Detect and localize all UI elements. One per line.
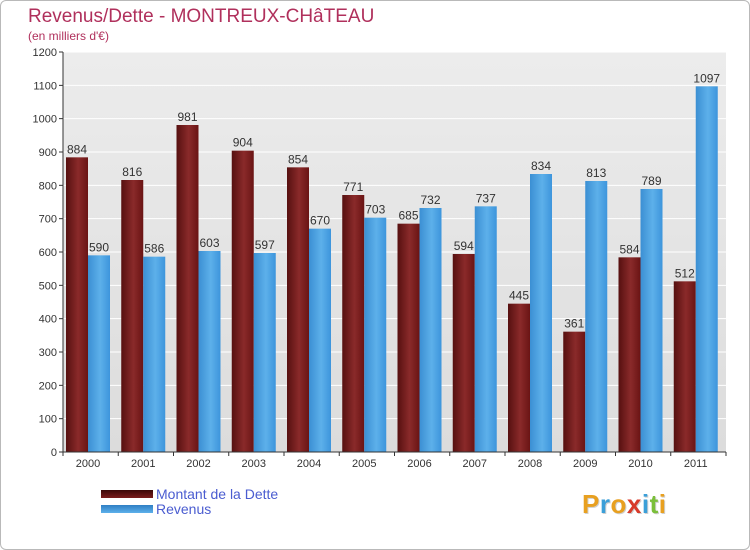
bar-dette	[176, 125, 199, 452]
bar-revenus	[585, 181, 608, 452]
legend-label-dette: Montant de la Dette	[156, 486, 279, 502]
data-label-revenus: 813	[586, 166, 606, 180]
data-label-revenus: 703	[365, 203, 385, 217]
proxiti-logo: Proxiti	[582, 489, 666, 520]
logo-letter: i	[658, 489, 667, 519]
logo-letter: x	[626, 489, 642, 519]
data-label-dette: 445	[509, 289, 529, 303]
data-label-dette: 854	[288, 152, 308, 166]
bar-dette	[342, 195, 365, 452]
bar-revenus	[309, 228, 331, 452]
data-label-dette: 584	[619, 242, 639, 256]
data-label-revenus: 597	[255, 238, 275, 252]
legend-swatch-revenus	[101, 505, 153, 513]
y-tick-label: 800	[39, 180, 57, 192]
y-tick-label: 1000	[33, 114, 57, 126]
bar-dette	[508, 303, 530, 452]
y-tick-label: 900	[39, 147, 57, 159]
x-tick-label: 2003	[242, 458, 266, 470]
data-label-dette: 904	[233, 136, 253, 150]
legend-label-revenus: Revenus	[156, 501, 212, 517]
x-tick-label: 2001	[131, 458, 155, 470]
data-label-dette: 594	[454, 239, 474, 253]
bar-revenus	[143, 256, 166, 452]
logo-letter: P	[582, 489, 600, 519]
data-label-dette: 771	[343, 180, 363, 194]
data-label-dette: 884	[67, 142, 87, 156]
bar-dette	[563, 331, 586, 452]
data-label-revenus: 586	[144, 242, 164, 256]
bar-revenus	[474, 206, 497, 452]
y-tick-label: 1100	[33, 80, 57, 92]
bar-revenus	[695, 86, 718, 452]
logo-letter: t	[649, 489, 659, 519]
x-tick-label: 2002	[186, 458, 210, 470]
y-tick-label: 1200	[33, 47, 57, 59]
x-tick-label: 2008	[518, 458, 542, 470]
legend-swatch-dette	[101, 490, 153, 498]
data-label-revenus: 590	[89, 240, 109, 254]
x-tick-label: 2004	[297, 458, 321, 470]
x-tick-label: 2006	[407, 458, 431, 470]
bar-dette	[121, 180, 144, 452]
data-label-dette: 685	[398, 209, 418, 223]
data-label-revenus: 737	[476, 191, 496, 205]
bar-dette	[231, 150, 254, 452]
data-label-revenus: 670	[310, 214, 330, 228]
x-tick-label: 2010	[628, 458, 652, 470]
y-tick-label: 300	[39, 347, 57, 359]
data-label-dette: 361	[564, 317, 584, 331]
y-tick-label: 600	[39, 247, 57, 259]
bar-revenus	[530, 174, 552, 452]
bar-dette	[66, 157, 88, 453]
bar-dette	[452, 254, 475, 452]
bar-dette	[397, 223, 420, 452]
x-tick-label: 2000	[76, 458, 100, 470]
data-label-revenus: 789	[641, 174, 661, 188]
bar-revenus	[640, 189, 663, 452]
bar-revenus	[253, 253, 276, 452]
bar-dette	[287, 167, 309, 453]
bar-revenus	[198, 251, 221, 452]
x-tick-label: 2009	[573, 458, 597, 470]
x-tick-label: 2011	[684, 458, 708, 470]
data-label-dette: 816	[122, 165, 142, 179]
data-label-revenus: 1097	[693, 71, 720, 85]
x-tick-label: 2007	[463, 458, 487, 470]
y-tick-label: 700	[39, 214, 57, 226]
logo-letter: r	[599, 489, 611, 519]
data-label-revenus: 834	[531, 159, 551, 173]
chart-subtitle: (en milliers d'€)	[28, 29, 109, 43]
bar-dette	[618, 257, 641, 452]
data-label-dette: 981	[177, 110, 197, 124]
y-tick-label: 100	[39, 414, 57, 426]
chart-title: Revenus/Dette - MONTREUX-CHâTEAU	[28, 6, 375, 27]
y-tick-label: 500	[39, 280, 57, 292]
bar-dette	[673, 281, 696, 452]
y-tick-label: 400	[39, 314, 57, 326]
x-tick-label: 2005	[352, 458, 376, 470]
data-label-dette: 512	[675, 266, 695, 280]
y-tick-label: 0	[51, 447, 57, 459]
bar-revenus	[364, 217, 387, 452]
logo-letter: o	[610, 489, 627, 519]
logo-letter: i	[641, 489, 650, 519]
y-tick-label: 200	[39, 380, 57, 392]
bar-revenus	[419, 208, 442, 452]
data-label-revenus: 603	[199, 236, 219, 250]
data-label-revenus: 732	[420, 193, 440, 207]
bar-revenus	[88, 255, 110, 452]
